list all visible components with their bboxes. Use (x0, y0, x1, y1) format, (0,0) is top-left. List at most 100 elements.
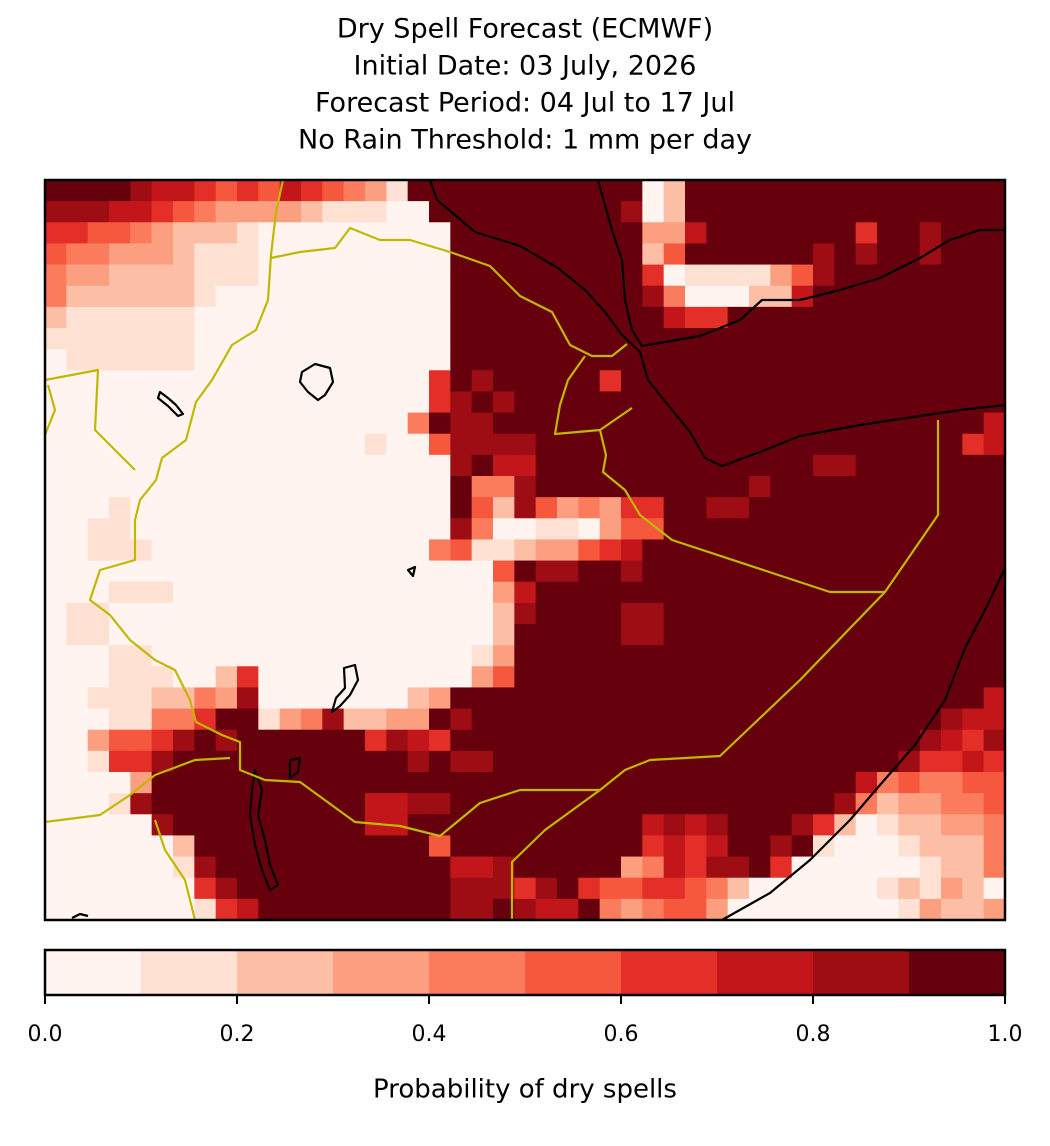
grid-cell (962, 285, 985, 308)
grid-cell (919, 328, 942, 350)
grid-cell (557, 814, 579, 837)
grid-cell (962, 687, 985, 710)
grid-cell (343, 433, 366, 456)
grid-cell (727, 349, 750, 371)
grid-cell (343, 285, 366, 308)
grid-cell (642, 476, 665, 498)
grid-cell (941, 666, 963, 689)
grid-cell (727, 750, 750, 773)
lake (156, 390, 185, 418)
grid-cell (493, 687, 515, 710)
colorbar-segment (813, 950, 910, 995)
grid-cell (749, 814, 771, 837)
grid-cell (877, 264, 899, 287)
grid-cell (791, 264, 814, 287)
grid-cell (258, 349, 281, 371)
grid-cell (663, 814, 686, 837)
grid-cell (109, 835, 131, 858)
grid-cell (855, 624, 878, 646)
grid-cell (151, 750, 174, 773)
grid-cell (685, 370, 707, 393)
grid-cell (749, 581, 771, 604)
grid-cell (109, 729, 131, 752)
grid-cell (685, 476, 707, 498)
grid-cell (706, 687, 729, 710)
grid-cell (770, 454, 793, 477)
grid-cell (87, 835, 110, 858)
grid-cell (599, 708, 622, 731)
grid-cell (429, 370, 451, 393)
grid-cell (365, 581, 387, 604)
grid-cell (919, 877, 942, 900)
grid-cell (919, 539, 942, 562)
grid-cell (983, 624, 1006, 646)
grid-cell (834, 454, 857, 477)
grid-cell (514, 772, 537, 794)
grid-cell (66, 476, 89, 498)
grid-cell (642, 645, 665, 667)
grid-cell (130, 898, 153, 921)
grid-cell (365, 602, 387, 625)
grid-cell (237, 645, 259, 667)
grid-cell (87, 750, 110, 773)
grid-cell (813, 222, 835, 245)
grid-cell (749, 222, 771, 245)
grid-cell (109, 306, 131, 329)
grid-cell (770, 877, 793, 900)
grid-cell (194, 518, 217, 541)
grid-cell (450, 285, 473, 308)
grid-cell (151, 222, 174, 245)
grid-cell (599, 264, 622, 287)
grid-cell (685, 497, 707, 519)
grid-cell (66, 729, 89, 752)
grid-cell (365, 285, 387, 308)
grid-cell (919, 666, 942, 689)
grid-cell (365, 306, 387, 329)
grid-cell (962, 180, 985, 202)
grid-cell (727, 793, 750, 815)
grid-cell (749, 539, 771, 562)
grid-cell (642, 285, 665, 308)
grid-cell (151, 264, 174, 287)
grid-cell (66, 898, 89, 921)
grid-cell (471, 814, 494, 837)
lake (71, 912, 89, 919)
grid-cell (237, 602, 259, 625)
grid-cell (941, 898, 963, 921)
grid-cell (66, 454, 89, 477)
grid-cell (493, 370, 515, 393)
grid-cell (322, 349, 345, 371)
grid-cell (215, 856, 238, 879)
grid-cell (749, 624, 771, 646)
grid-cell (194, 349, 217, 371)
grid-cell (706, 898, 729, 921)
grid-cell (919, 750, 942, 773)
grid-cell (749, 476, 771, 498)
grid-cell (429, 476, 451, 498)
grid-cell (237, 328, 259, 350)
grid-cell (66, 328, 89, 350)
grid-cell (493, 645, 515, 667)
grid-cell (749, 201, 771, 223)
grid-cell (877, 222, 899, 245)
grid-cell (685, 793, 707, 815)
grid-cell (706, 285, 729, 308)
grid-cell (343, 666, 366, 689)
grid-cell (66, 497, 89, 519)
grid-cell (450, 835, 473, 858)
grid-cell (365, 433, 387, 456)
grid-cell (578, 814, 601, 837)
grid-cell (642, 856, 665, 879)
grid-cell (663, 539, 686, 562)
grid-cell (557, 222, 579, 245)
grid-cell (834, 264, 857, 287)
map-grid (45, 180, 1006, 921)
grid-cell (45, 180, 67, 202)
grid-cell (45, 222, 67, 245)
grid-cell (877, 476, 899, 498)
grid-cell (365, 328, 387, 350)
grid-cell (365, 772, 387, 794)
grid-cell (621, 391, 643, 414)
grid-cell (834, 539, 857, 562)
grid-cell (343, 856, 366, 879)
